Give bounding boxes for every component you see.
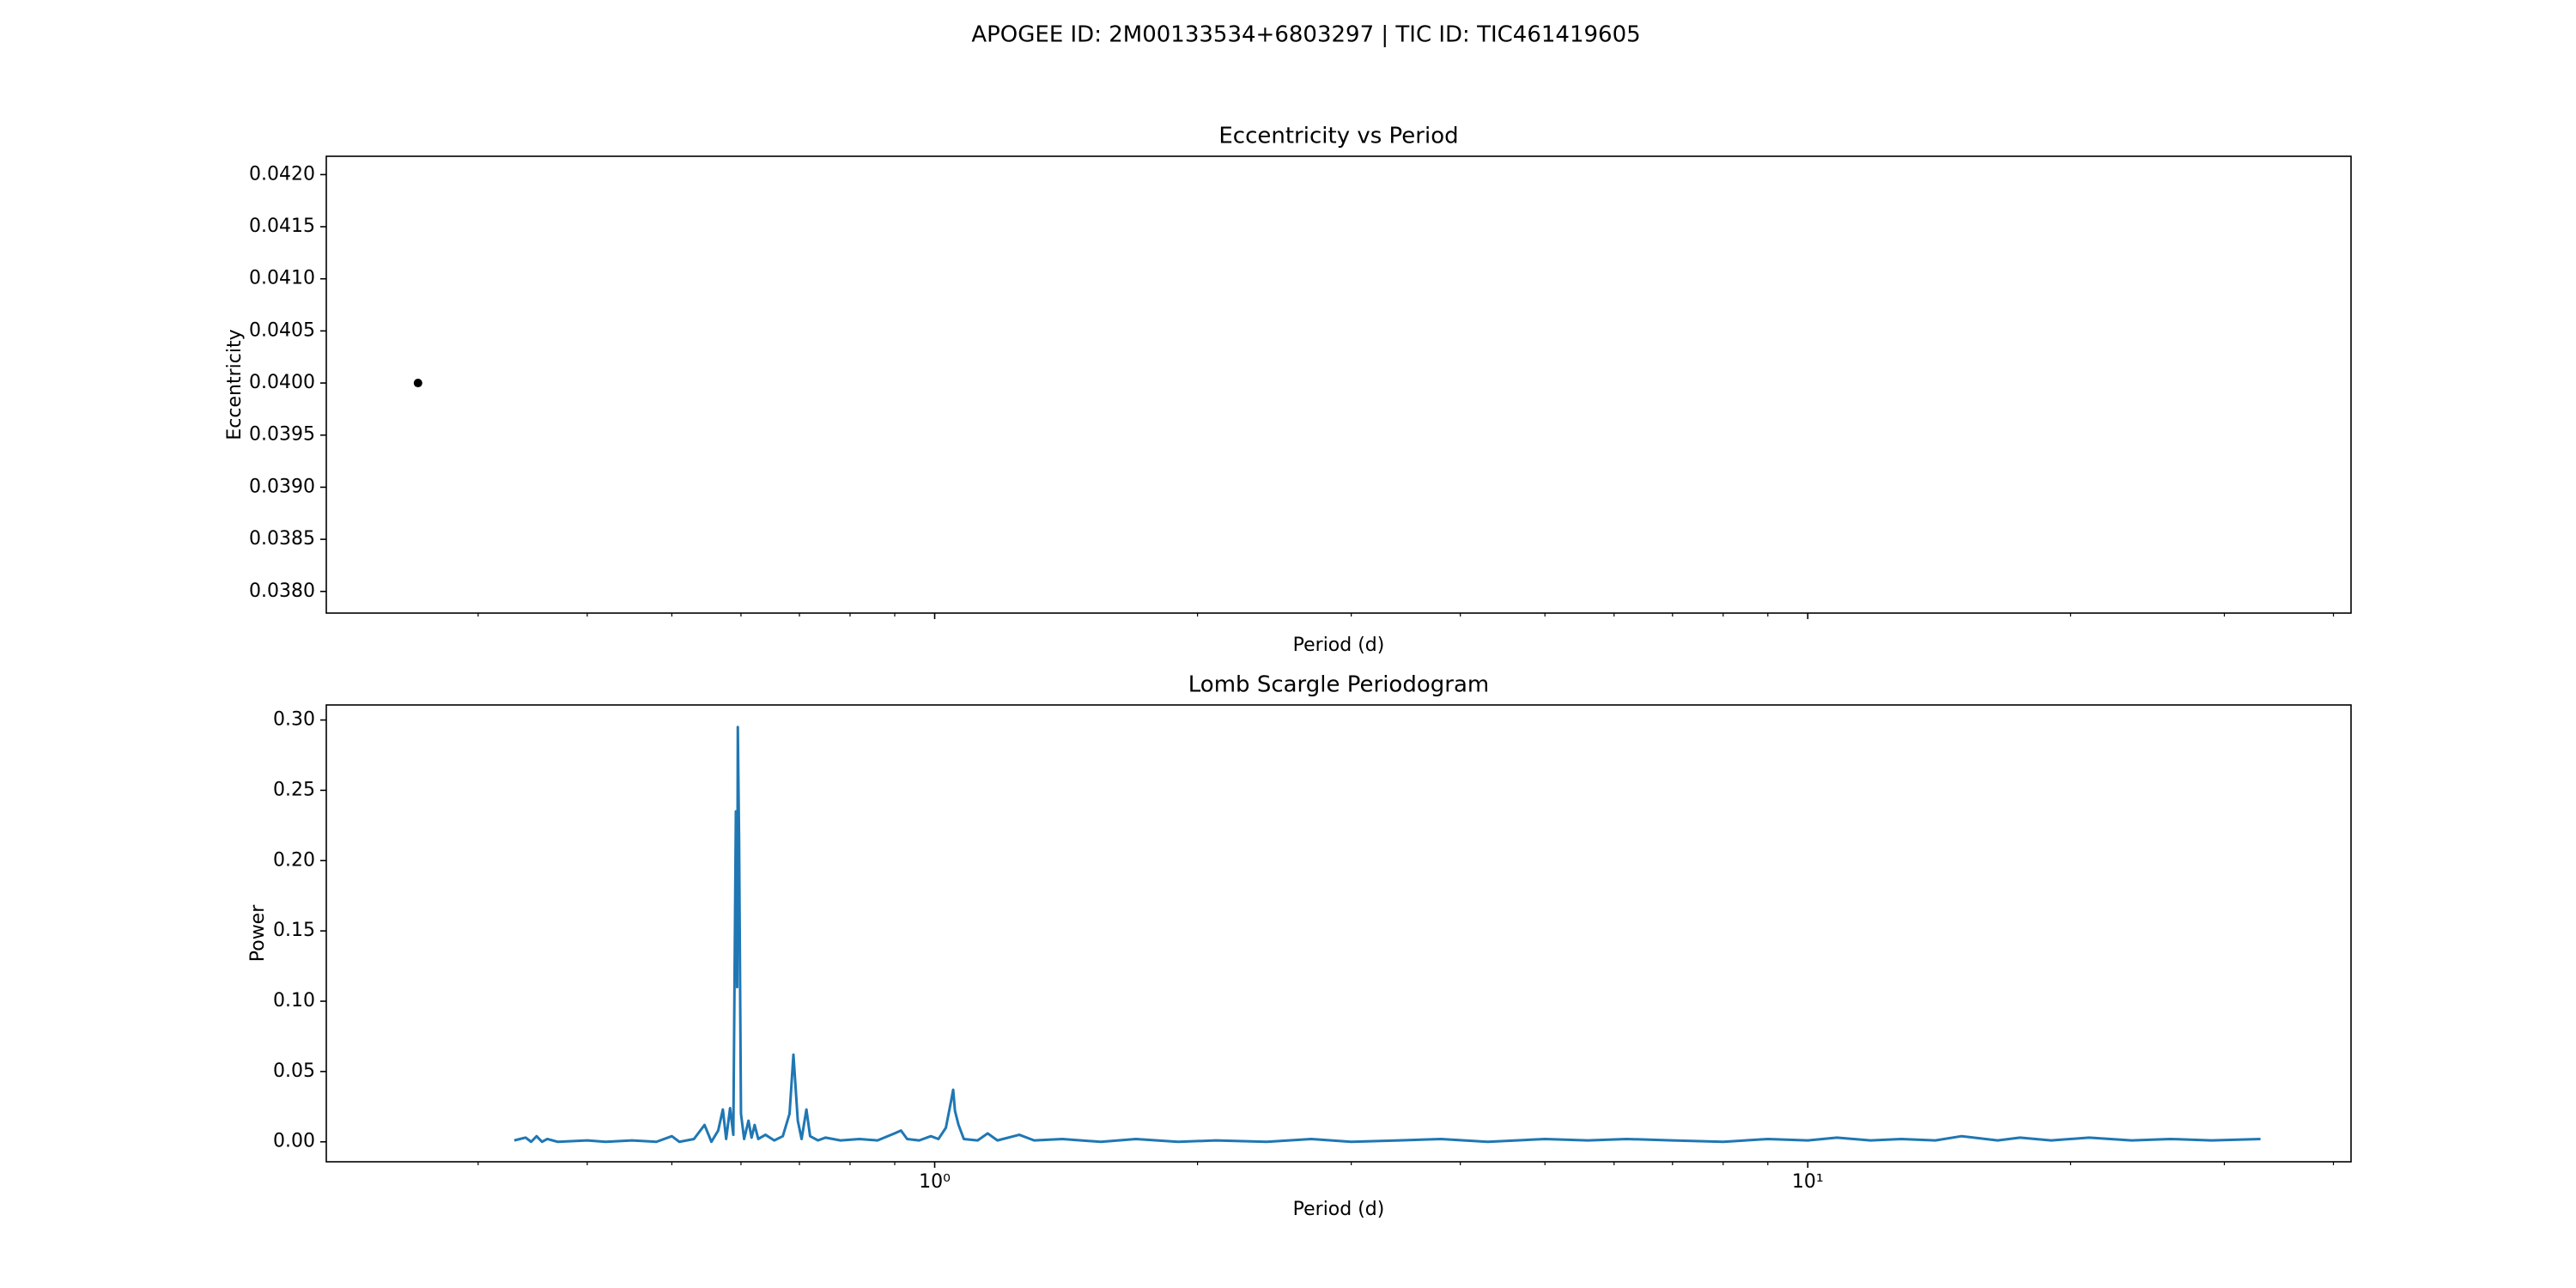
periodogram-line — [513, 726, 2261, 1144]
y-tick-label: 0.05 — [273, 1060, 315, 1082]
y-tick-label: 0.0385 — [249, 528, 315, 550]
y-tick-label: 0.30 — [273, 709, 315, 731]
y-tick-label: 0.15 — [273, 920, 315, 941]
y-tick-label: 0.0420 — [249, 163, 315, 185]
y-tick-label: 0.0400 — [249, 372, 315, 393]
y-tick-label: 0.0395 — [249, 424, 315, 446]
x-tick-label: 10⁰ — [919, 1171, 951, 1193]
y-axis-label: Power — [247, 904, 269, 962]
axes-frame — [325, 155, 2352, 614]
y-axis-label: Eccentricity — [224, 329, 246, 440]
x-tick-label: 10¹ — [1792, 1171, 1824, 1193]
point — [413, 379, 422, 388]
axes-frame — [325, 704, 2352, 1163]
x-axis-label: Period (d) — [1293, 1199, 1385, 1220]
y-tick-label: 0.0410 — [249, 268, 315, 289]
axes-title: Eccentricity vs Period — [1218, 124, 1458, 149]
y-tick-label: 0.0405 — [249, 319, 315, 341]
y-tick-label: 0.0415 — [249, 216, 315, 237]
y-tick-label: 0.10 — [273, 990, 315, 1012]
figure-title: APOGEE ID: 2M00133534+6803297 | TIC ID: … — [971, 22, 1640, 48]
y-tick-label: 0.00 — [273, 1131, 315, 1152]
y-tick-label: 0.0380 — [249, 580, 315, 602]
y-tick-label: 0.25 — [273, 779, 315, 800]
y-tick-label: 0.0390 — [249, 476, 315, 497]
axes-title: Lomb Scargle Periodogram — [1188, 672, 1489, 698]
x-axis-label: Period (d) — [1293, 635, 1385, 656]
y-tick-label: 0.20 — [273, 849, 315, 871]
